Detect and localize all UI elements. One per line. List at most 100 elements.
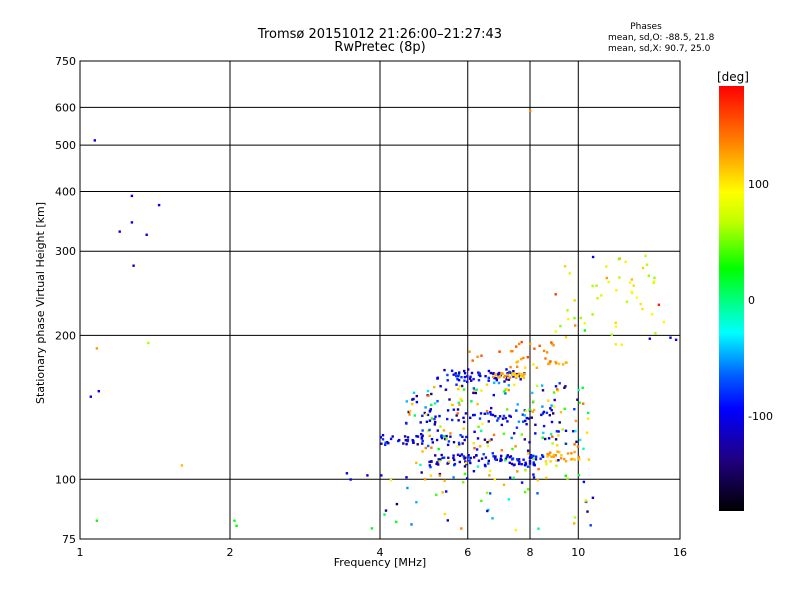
data-point [463, 372, 467, 375]
data-point [446, 443, 450, 447]
data-point [549, 433, 553, 436]
data-point [439, 458, 442, 461]
colorbar-tick-minus-100: -100 [748, 410, 773, 423]
phases-x-line: mean, sd,X: 90.7, 25.0 [608, 44, 711, 54]
data-point [651, 313, 654, 316]
data-point [457, 379, 461, 382]
data-point [472, 442, 475, 445]
data-point [438, 460, 441, 463]
data-point [605, 265, 608, 268]
data-point [405, 422, 408, 425]
data-point [552, 455, 555, 458]
data-point [423, 411, 426, 415]
data-point [436, 429, 439, 432]
data-point [500, 458, 503, 462]
data-point [456, 408, 460, 411]
data-point [541, 405, 544, 408]
data-point [610, 333, 613, 336]
data-point [513, 463, 516, 466]
data-point [555, 430, 559, 433]
data-point [524, 366, 527, 369]
data-point [411, 439, 414, 442]
data-point [565, 361, 568, 364]
data-point [507, 378, 511, 381]
data-point [490, 406, 493, 410]
data-point [415, 394, 418, 398]
colorbar-unit-label: [deg] [717, 70, 749, 84]
data-point [486, 509, 489, 513]
data-point [528, 460, 532, 463]
data-point [605, 276, 608, 280]
data-point [591, 284, 594, 288]
data-point [472, 470, 476, 473]
data-point [462, 481, 465, 484]
data-point [491, 452, 494, 455]
data-point [468, 350, 471, 353]
data-point [506, 376, 510, 379]
data-point [527, 417, 531, 420]
data-point [515, 426, 519, 429]
data-point [545, 476, 548, 480]
data-point [573, 408, 576, 411]
data-point [552, 412, 555, 415]
data-point [438, 474, 442, 477]
data-point [497, 417, 500, 420]
data-point [567, 317, 570, 321]
data-point [466, 380, 469, 383]
data-point [421, 442, 424, 445]
data-point [449, 432, 452, 435]
data-point [630, 278, 634, 281]
data-point [434, 454, 437, 457]
data-point [433, 402, 437, 405]
data-point [552, 453, 556, 457]
data-point [583, 329, 587, 332]
data-point [389, 478, 393, 482]
data-point [470, 379, 473, 382]
data-point [442, 429, 446, 432]
data-point [413, 414, 416, 417]
data-point [563, 386, 566, 389]
data-point [93, 139, 96, 142]
data-point [511, 350, 514, 353]
data-point [381, 434, 385, 437]
data-point [486, 441, 489, 444]
data-point [522, 376, 526, 380]
data-point [464, 412, 468, 415]
data-point [483, 412, 486, 415]
data-point [548, 453, 551, 457]
data-point [614, 343, 617, 346]
data-point [513, 383, 516, 387]
data-point [509, 455, 513, 458]
data-point [487, 420, 490, 423]
data-point [472, 387, 476, 390]
data-point [458, 385, 462, 388]
data-point [480, 354, 483, 357]
data-point [539, 457, 542, 460]
data-point [641, 266, 645, 270]
data-point [563, 265, 567, 268]
data-point [488, 474, 491, 477]
data-point [130, 221, 134, 224]
data-point [579, 316, 582, 320]
data-point [591, 255, 595, 259]
data-point [654, 332, 657, 335]
data-point [445, 490, 448, 493]
data-point [233, 519, 236, 522]
data-point [429, 474, 433, 477]
data-point [520, 372, 523, 376]
data-point [482, 453, 485, 456]
data-point [477, 371, 480, 374]
data-point [425, 420, 429, 423]
data-point [528, 462, 532, 465]
data-point [421, 450, 424, 453]
phase-colorbar [719, 86, 744, 511]
data-point [536, 479, 539, 482]
data-point [429, 465, 432, 469]
x-tick-labels: 1 2 4 6 8 10 16 [77, 546, 688, 559]
data-point [614, 325, 618, 328]
data-point [463, 438, 466, 442]
data-point [415, 400, 419, 404]
data-point [572, 430, 575, 433]
data-point [431, 441, 434, 444]
data-point [561, 363, 565, 366]
